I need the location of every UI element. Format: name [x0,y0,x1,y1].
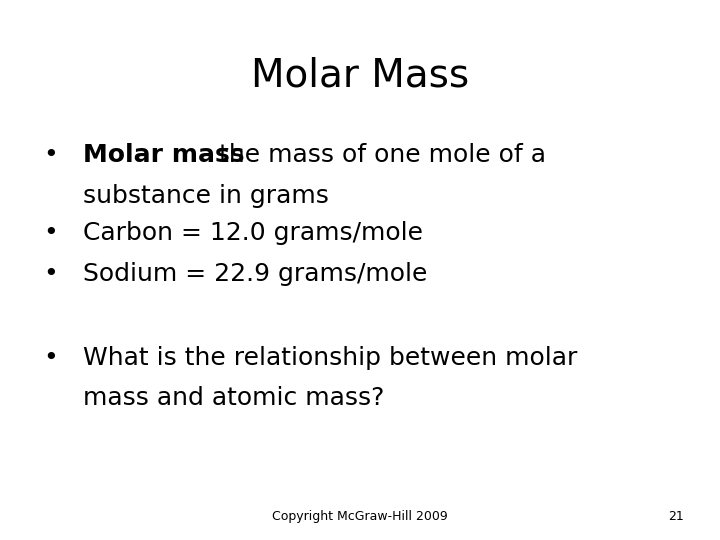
Text: •: • [43,221,58,245]
Text: Molar Mass: Molar Mass [251,57,469,94]
Text: substance in grams: substance in grams [83,184,328,207]
Text: Copyright Mc​Graw-Hill 2009: Copyright Mc​Graw-Hill 2009 [272,510,448,523]
Text: - the mass of one mole of a: - the mass of one mole of a [194,143,546,167]
Text: Carbon = 12.0 grams/mole: Carbon = 12.0 grams/mole [83,221,423,245]
Text: •: • [43,262,58,286]
Text: What is the relationship between molar: What is the relationship between molar [83,346,577,369]
Text: Molar mass: Molar mass [83,143,244,167]
Text: 21: 21 [668,510,684,523]
Text: Sodium = 22.9 grams/mole: Sodium = 22.9 grams/mole [83,262,427,286]
Text: •: • [43,143,58,167]
Text: mass and atomic mass?: mass and atomic mass? [83,386,384,410]
Text: •: • [43,346,58,369]
